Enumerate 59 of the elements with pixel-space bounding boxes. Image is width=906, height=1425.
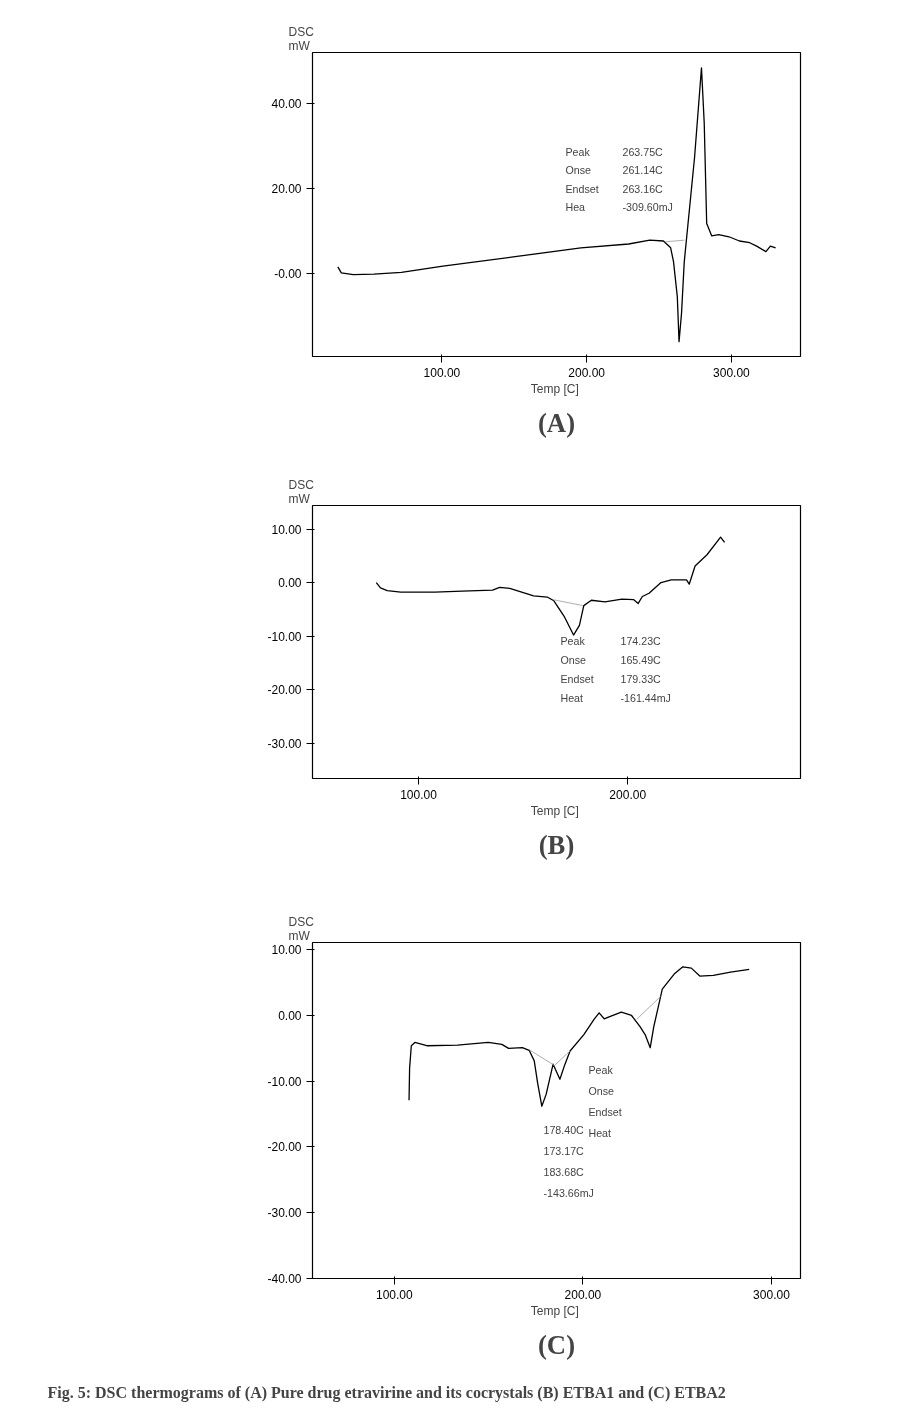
x-tick-label: 300.00 bbox=[713, 365, 751, 380]
y-tick-label: 10.00 bbox=[271, 943, 302, 958]
annotation: Endset bbox=[588, 1105, 622, 1118]
x-axis-title: Temp [C] bbox=[530, 381, 579, 396]
x-tick-label: 300.00 bbox=[753, 1287, 791, 1302]
annotation: 261.14C bbox=[622, 164, 664, 176]
y-tick-label: 10.00 bbox=[271, 522, 302, 537]
x-tick-label: 100.00 bbox=[423, 365, 461, 380]
annotation: Heat bbox=[588, 1126, 612, 1139]
x-tick-label: 100.00 bbox=[375, 1287, 414, 1302]
y-tick-label: -10.00 bbox=[267, 629, 302, 644]
annotation: Heat bbox=[560, 691, 584, 704]
annotation: Endset bbox=[560, 672, 594, 685]
y-tick-label: 40.00 bbox=[271, 96, 302, 111]
x-tick-label: 200.00 bbox=[568, 365, 606, 380]
x-tick-label: 200.00 bbox=[609, 787, 647, 802]
annotation: Endset bbox=[565, 182, 599, 195]
y-tick-label: 0.00 bbox=[278, 1008, 302, 1023]
line-series bbox=[337, 67, 777, 343]
annotation: Peak bbox=[565, 145, 591, 158]
annotation: 178.40C bbox=[543, 1123, 585, 1136]
annotation: -143.66mJ bbox=[543, 1186, 594, 1199]
y-tick-label: -30.00 bbox=[267, 736, 302, 751]
y-axis-title: DSC mW bbox=[288, 24, 315, 53]
annotation: -309.60mJ bbox=[622, 201, 673, 213]
annotation: Peak bbox=[560, 634, 586, 647]
text: (A) bbox=[538, 407, 576, 438]
x-axis-title: Temp [C] bbox=[530, 803, 579, 818]
y-tick-label: -10.00 bbox=[267, 1074, 302, 1089]
y-tick-label: -20.00 bbox=[267, 1140, 302, 1155]
annotation: Onse bbox=[588, 1084, 615, 1097]
y-tick-label: -40.00 bbox=[267, 1272, 302, 1286]
line-series bbox=[408, 966, 750, 1107]
annotation: 165.49C bbox=[620, 653, 662, 666]
y-axis-title: DSC mW bbox=[288, 914, 315, 943]
annotation: 173.17C bbox=[543, 1144, 585, 1157]
annotation: Onse bbox=[560, 653, 587, 666]
x-tick-label: 200.00 bbox=[564, 1287, 602, 1302]
annotation: Onse bbox=[565, 164, 592, 176]
caption: Fig. 5: DSC thermograms of (A) Pure drug etravirine and its cocrystals (B) ETBA1 and (C) ETBA2 bbox=[47, 1383, 726, 1402]
x-axis-title: Temp [C] bbox=[530, 1303, 579, 1318]
y-tick-label: 0.00 bbox=[278, 576, 302, 591]
annotation: 174.23C bbox=[620, 634, 662, 647]
annotation: 263.16C bbox=[622, 182, 664, 195]
y-axis-title: DSC mW bbox=[288, 477, 315, 506]
annotation: Hea bbox=[565, 201, 586, 213]
y-tick-label: -30.00 bbox=[267, 1206, 302, 1221]
y-tick-label: -20.00 bbox=[267, 683, 302, 698]
line-series bbox=[375, 536, 726, 636]
x-tick-label: 100.00 bbox=[400, 787, 438, 802]
annotation: 263.75C bbox=[622, 145, 664, 158]
text: (C) bbox=[538, 1329, 576, 1360]
y-tick-label: 20.00 bbox=[271, 181, 302, 196]
annotation: -161.44mJ bbox=[620, 691, 671, 704]
annotation: 183.68C bbox=[543, 1165, 585, 1178]
annotation: Peak bbox=[588, 1063, 614, 1076]
annotation: 179.33C bbox=[620, 672, 662, 685]
text: (B) bbox=[538, 829, 575, 860]
y-tick-label: -0.00 bbox=[274, 266, 302, 281]
